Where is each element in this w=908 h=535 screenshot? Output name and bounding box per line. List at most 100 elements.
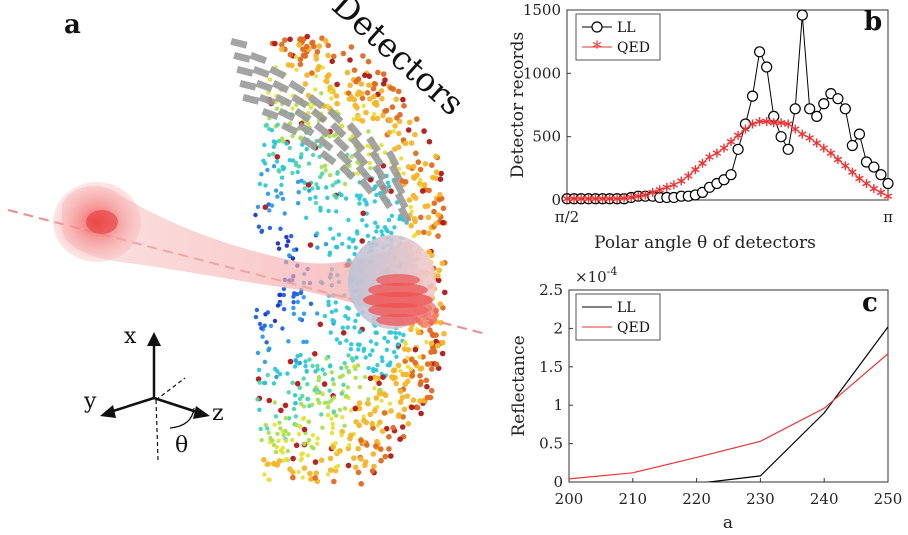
- panel-c-xtick-label: 220: [682, 490, 711, 508]
- panel-b-point-ll: [832, 93, 844, 105]
- panel-b-point-qed: [562, 194, 572, 204]
- panel-b-point-qed: [790, 124, 800, 134]
- panel-c-ytick-label: 0: [553, 473, 563, 491]
- panel-b-point-qed: [776, 118, 786, 128]
- axis-theta-label: θ: [175, 433, 188, 458]
- panel-b-ytick-label: 500: [532, 128, 561, 146]
- panel-c-ticks: 0 0.5 1 1.5 2 2.5 200 210 220 230 240 250: [539, 281, 902, 508]
- detectors-label: Detectors: [325, 0, 472, 123]
- legend-c-ll-label: LL: [617, 300, 636, 316]
- axis-x-label: x: [124, 324, 137, 349]
- legend-b-qed-label: QED: [617, 40, 650, 56]
- panel-a-letter: a: [64, 10, 81, 40]
- panel-b-ytick-label: 0: [551, 191, 561, 209]
- panel-b-point-qed: [783, 119, 793, 129]
- panel-b-point-qed: [691, 165, 700, 175]
- panel-b-point-ll: [868, 161, 880, 173]
- panel-b-point-qed: [762, 116, 771, 126]
- legend-c-qed-label: QED: [617, 320, 650, 336]
- panel-b-ticks: 0 500 1000 1500 π/2 π: [523, 1, 893, 226]
- panel-b-point-qed: [619, 193, 629, 203]
- panel-c-series-line-ll: [704, 326, 888, 482]
- detector-array: [230, 38, 412, 224]
- panel-b-point-qed: [648, 187, 657, 197]
- panel-b-point-ll: [882, 177, 894, 190]
- panel-a-illustration: a Detectors: [7, 0, 487, 487]
- panel-c-series-line-qed: [569, 353, 888, 480]
- legend-b-ll-label: LL: [617, 20, 636, 36]
- panel-c-xtick-label: 250: [874, 490, 903, 508]
- panel-b-point-ll: [753, 46, 766, 58]
- panel-b-point-qed: [848, 167, 857, 177]
- panel-c-xtick-label: 240: [810, 490, 839, 508]
- panel-c-xtick-label: 230: [746, 490, 775, 508]
- panel-b-point-qed: [591, 194, 600, 204]
- legend-b-ll-marker: [591, 21, 603, 33]
- panel-b-point-qed: [584, 194, 593, 204]
- panel-b-point-qed: [833, 154, 843, 164]
- panel-b-point-qed: [634, 191, 643, 201]
- panel-b-point-ll: [732, 143, 744, 155]
- panel-b-point-ll: [796, 9, 808, 21]
- panel-c-ylabel: Reflectance: [509, 335, 529, 436]
- panel-b-point-qed: [862, 179, 871, 189]
- panel-c-xlabel: a: [723, 513, 733, 533]
- panel-b-point-ll: [839, 103, 851, 115]
- panel-b-point-qed: [641, 190, 650, 200]
- panel-c-ytick-label: 1: [553, 396, 563, 414]
- panel-c-ytick-label: 2.5: [539, 281, 563, 299]
- panel-b-chart: 0 500 1000 1500 π/2 π Detector records Polar …: [508, 1, 894, 253]
- panel-b-ytick-label: 1000: [523, 64, 561, 82]
- panel-c-series: [569, 326, 888, 482]
- panel-b-point-qed: [605, 194, 614, 204]
- panel-b-point-qed: [883, 191, 893, 201]
- panel-b-point-ll: [746, 90, 759, 102]
- panel-b-point-ll: [875, 169, 887, 181]
- panel-b-point-qed: [626, 192, 636, 202]
- panel-b-point-ll: [853, 128, 866, 140]
- axis-z-label: z: [212, 401, 224, 426]
- panel-b-ylabel: Detector records: [508, 32, 528, 178]
- panel-b-point-qed: [684, 171, 693, 181]
- panel-c-exponent: ×10-4: [575, 265, 617, 286]
- panel-c-ytick-label: 2: [553, 319, 563, 337]
- panel-b-point-qed: [755, 116, 764, 126]
- axis-y-label: y: [83, 389, 97, 414]
- panel-b-point-qed: [669, 180, 679, 190]
- legend-b-qed-marker: *: [593, 38, 602, 59]
- panel-b-xtick-label: π: [883, 208, 893, 226]
- panel-b-point-ll: [789, 103, 801, 115]
- panel-b-point-ll: [811, 110, 823, 123]
- panel-b-point-qed: [705, 152, 714, 162]
- panel-b-point-qed: [819, 143, 829, 153]
- panel-b-point-qed: [712, 148, 722, 158]
- panel-b-point-ll: [818, 98, 830, 110]
- panel-b-point-qed: [812, 138, 821, 148]
- panel-b-point-qed: [612, 194, 622, 204]
- laser-beam: [53, 182, 438, 329]
- panel-b-xlabel: Polar angle θ of detectors: [594, 233, 816, 253]
- panel-b-series: [561, 9, 894, 205]
- panel-b-point-qed: [598, 194, 607, 204]
- panel-b-point-ll: [725, 169, 737, 181]
- panel-b-point-qed: [655, 185, 665, 195]
- panel-b-point-qed: [798, 129, 807, 139]
- panel-b-point-qed: [569, 194, 579, 204]
- panel-b-series-line-qed: [567, 121, 889, 200]
- panel-b-point-qed: [733, 130, 743, 140]
- panel-b-point-qed: [576, 194, 586, 204]
- panel-b-point-qed: [876, 187, 886, 197]
- panel-b-xtick-label: π/2: [555, 208, 579, 226]
- panel-c-ytick-label: 1.5: [539, 358, 563, 376]
- panel-b-point-qed: [805, 133, 814, 143]
- panel-b-point-qed: [726, 137, 736, 147]
- panel-c-xtick-label: 210: [618, 490, 647, 508]
- panel-b-ytick-label: 1500: [523, 1, 561, 19]
- panel-b-point-qed: [826, 148, 836, 158]
- panel-c-ytick-label: 0.5: [539, 435, 563, 453]
- panel-b-point-qed: [769, 118, 778, 128]
- panel-b-axes-box: [566, 9, 889, 201]
- panel-b-point-qed: [719, 143, 729, 153]
- panel-c-axes-box: [568, 289, 889, 483]
- panel-c-legend: LL QED: [575, 293, 661, 341]
